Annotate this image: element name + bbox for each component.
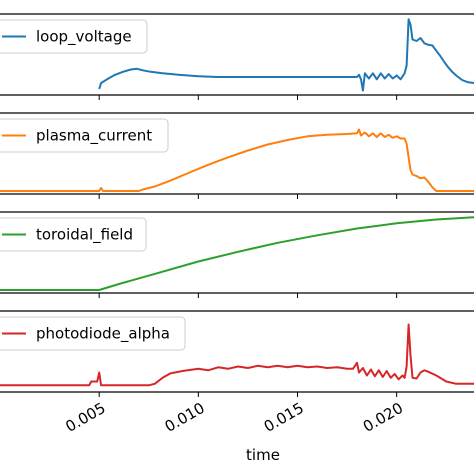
series-line-toroidal-field xyxy=(0,216,474,291)
series-line-loop-voltage xyxy=(98,18,474,92)
legend: plasma_current xyxy=(0,118,169,153)
x-axis-label: time xyxy=(246,446,280,464)
legend-label: photodiode_alpha xyxy=(36,325,170,344)
legend-frame xyxy=(0,217,147,252)
x-tick-label: 0.005 xyxy=(62,399,108,436)
legend: toroidal_field xyxy=(0,217,147,252)
x-tick-label: 0.010 xyxy=(162,399,208,436)
series-line-plasma-current xyxy=(0,128,474,192)
legend: loop_voltage xyxy=(0,19,148,54)
panel-plasma-current: plasma_current xyxy=(0,112,474,199)
legend-frame xyxy=(0,118,169,153)
panel-loop-voltage: loop_voltage xyxy=(0,13,474,100)
legend: photodiode_alpha xyxy=(0,316,186,351)
x-axis-ticks: 0.005 0.010 0.015 0.020 xyxy=(62,399,406,436)
x-tick-label: 0.020 xyxy=(360,399,406,436)
legend-label: toroidal_field xyxy=(36,226,133,245)
legend-label: loop_voltage xyxy=(36,28,132,47)
chart-panels: loop_voltage plasma_current toroidal_field… xyxy=(0,13,474,397)
panel-toroidal-field: toroidal_field xyxy=(0,211,474,298)
legend-label: plasma_current xyxy=(36,127,152,146)
legend-frame xyxy=(0,316,186,351)
panel-photodiode-alpha: photodiode_alpha xyxy=(0,310,474,397)
x-tick-label: 0.015 xyxy=(261,399,307,436)
legend-frame xyxy=(0,19,148,54)
series-line-photodiode-alpha xyxy=(0,323,474,387)
